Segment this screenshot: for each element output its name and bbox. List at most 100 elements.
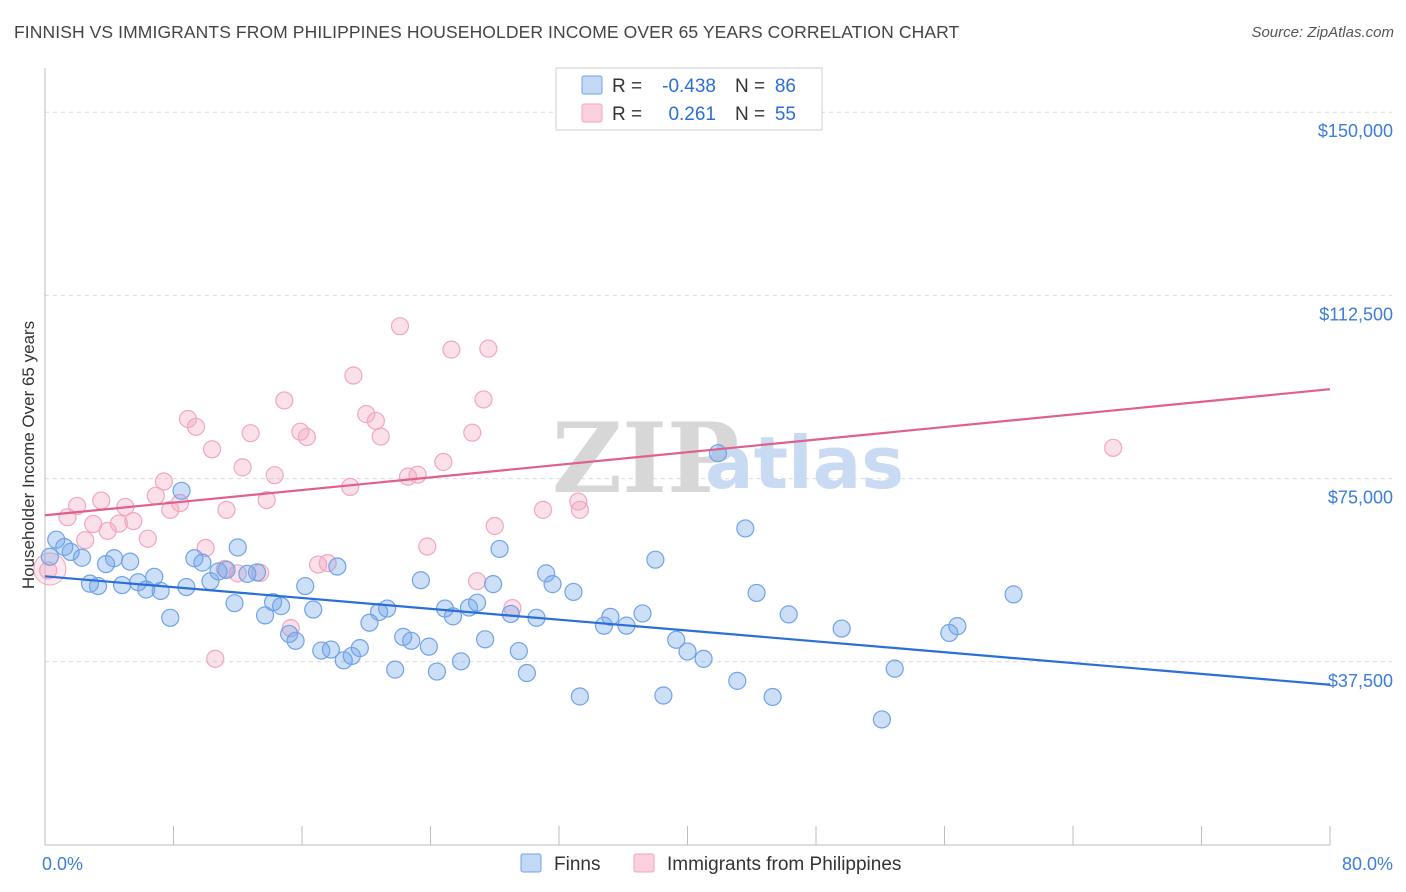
philippines-point — [109, 514, 128, 533]
finns-point — [350, 639, 369, 658]
philippines-point — [1104, 438, 1123, 457]
stats-r-label-finns: R = — [612, 76, 642, 97]
finns-point — [61, 542, 80, 561]
finns-point — [601, 607, 620, 626]
chart-title: FINNISH VS IMMIGRANTS FROM PHILIPPINES H… — [14, 22, 960, 42]
stats-r-label-philippines: R = — [612, 104, 642, 125]
finns-point — [646, 550, 665, 569]
finns-point — [72, 548, 92, 567]
finns-point — [654, 686, 673, 705]
finns-point — [451, 652, 471, 671]
philippines-point — [533, 500, 553, 519]
stats-legend-swatch-finns — [581, 75, 603, 95]
philippines-point — [308, 555, 328, 574]
philippines-point — [241, 424, 260, 443]
y-tick-label: $37,500 — [1328, 671, 1393, 691]
finns-point — [763, 687, 782, 707]
finns-point — [193, 553, 212, 572]
philippines-point — [196, 538, 215, 558]
finns-point — [517, 663, 536, 683]
stats-r-value-finns: -0.438 — [662, 76, 716, 97]
philippines-point — [39, 561, 58, 580]
philippines-point — [570, 500, 589, 519]
finns-point — [678, 642, 697, 661]
series-legend: Finns Immigrants from Philippines — [520, 853, 901, 875]
finns-point — [779, 605, 798, 624]
finns-point — [736, 519, 755, 538]
finns-point — [296, 576, 315, 596]
finns-point — [328, 557, 347, 576]
watermark-zip: ZIP — [552, 402, 739, 515]
finns-point — [694, 649, 713, 668]
philippines-point — [76, 531, 95, 550]
philippines-point — [98, 521, 117, 540]
philippines-point — [297, 427, 316, 447]
philippines-point — [442, 340, 461, 359]
finns-point — [286, 631, 305, 650]
finns-point — [747, 583, 766, 603]
stats-n-value-philippines: 55 — [775, 104, 796, 125]
philippines-point — [467, 572, 487, 591]
finns-point — [280, 624, 299, 644]
y-axis-ticks: $37,500 $75,000 $112,500 $150,000 — [1318, 121, 1393, 691]
finns-point — [272, 597, 291, 616]
finns-point — [386, 660, 405, 679]
philippines-point — [265, 466, 284, 485]
philippines-point — [434, 452, 453, 472]
philippines-point — [474, 390, 493, 409]
philippines-point — [479, 339, 498, 358]
philippines-point — [202, 440, 222, 459]
trendline-philippines — [44, 388, 1331, 517]
finns-point — [304, 600, 323, 619]
y-axis-label: Householder Income Over 65 years — [19, 321, 38, 589]
philippines-point — [371, 427, 390, 446]
trendlines — [44, 388, 1331, 686]
philippines-point — [233, 458, 252, 477]
finns-point — [228, 538, 247, 557]
finns-point — [411, 571, 430, 590]
finns-point — [728, 671, 747, 690]
finns-point — [427, 662, 447, 681]
x-tick-label-min: 0.0% — [42, 854, 83, 874]
stats-r-value-philippines: 0.261 — [668, 104, 716, 125]
finns-point — [564, 582, 583, 602]
philippines-point — [257, 490, 276, 510]
finns-point — [419, 637, 438, 656]
philippines-point — [124, 512, 143, 531]
finns-point — [467, 593, 487, 612]
finns-point — [490, 539, 509, 559]
finns-point — [225, 594, 244, 613]
finns-point — [476, 630, 495, 649]
finns-point — [872, 710, 891, 729]
watermark: ZIP atlas — [552, 402, 904, 515]
philippines-point — [357, 405, 376, 424]
finns-point — [402, 631, 421, 650]
finns-point — [543, 575, 562, 594]
philippines-point — [390, 317, 410, 336]
finns-point — [255, 606, 275, 625]
philippines-point — [161, 500, 180, 519]
finns-point — [40, 547, 59, 566]
finns-point — [708, 444, 728, 463]
finns-point — [667, 630, 686, 649]
philippines-point — [408, 465, 427, 484]
finns-point — [104, 549, 124, 568]
chart-source: Source: ZipAtlas.com — [1251, 24, 1394, 41]
finns-point — [633, 604, 652, 623]
philippines-point — [344, 366, 363, 385]
finns-point — [948, 617, 967, 636]
finns-point — [509, 641, 528, 661]
philippines-point — [463, 423, 482, 442]
legend-label-philippines: Immigrants from Philippines — [667, 854, 901, 875]
legend-label-finns: Finns — [554, 854, 600, 875]
philippines-point — [418, 537, 437, 556]
philippines-point — [186, 417, 206, 436]
stats-n-label-philippines: N = — [735, 104, 765, 125]
philippines-point — [68, 496, 87, 516]
series-immigrants-from-philippines — [33, 317, 1123, 668]
philippines-point — [318, 554, 337, 573]
finns-point — [217, 560, 236, 580]
finns-point — [172, 481, 191, 500]
y-tick-label: $112,500 — [1319, 304, 1393, 324]
philippines-point — [154, 472, 173, 491]
